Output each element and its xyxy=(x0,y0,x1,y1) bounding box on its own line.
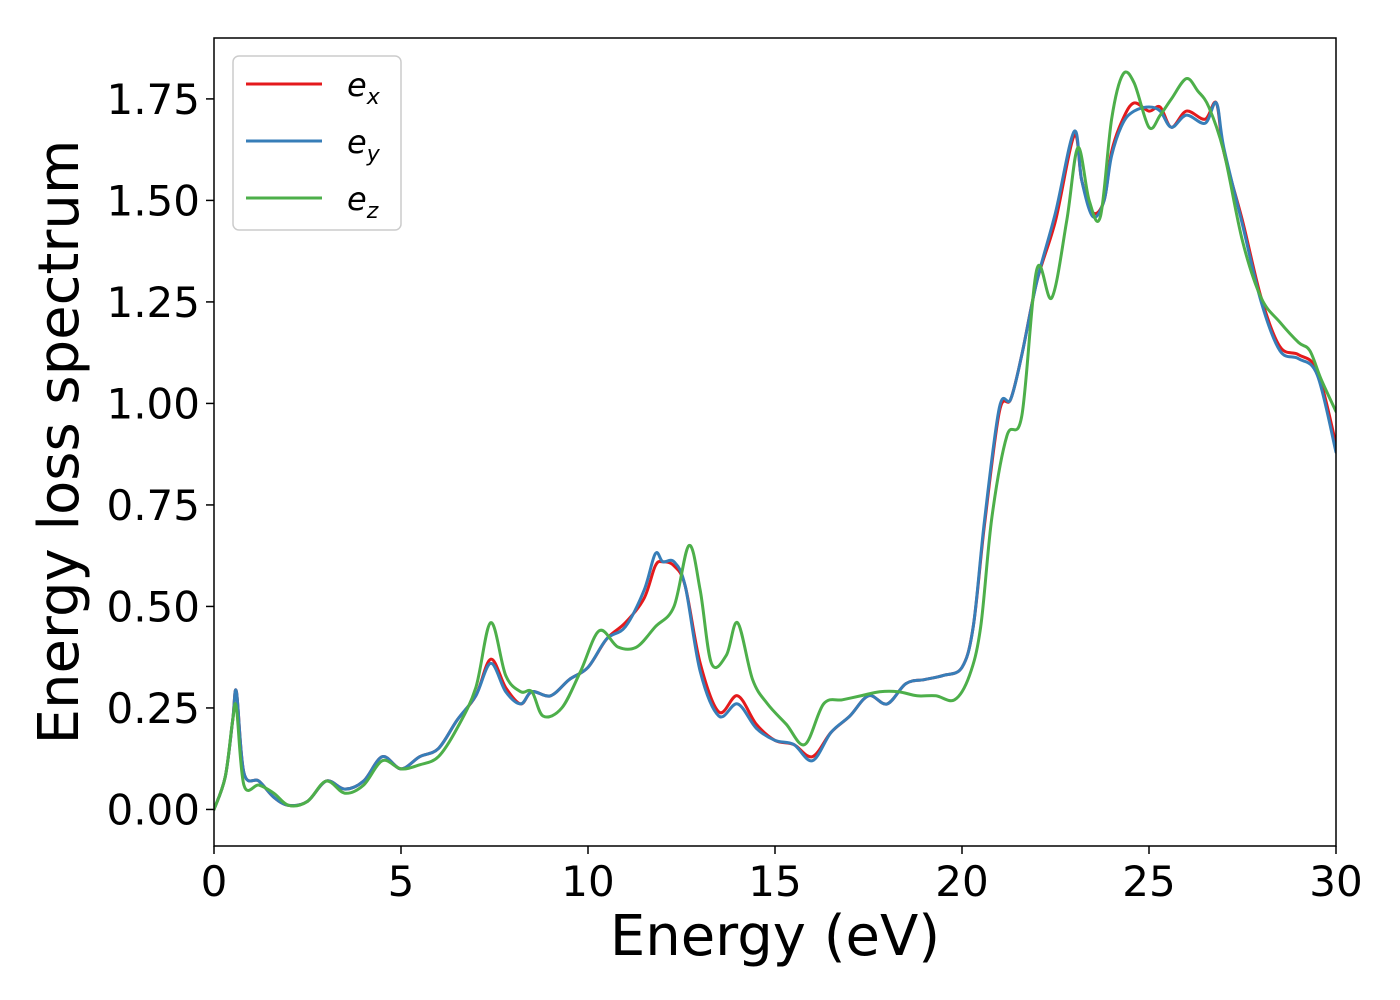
y-tick-label: 1.00 xyxy=(106,379,200,428)
x-tick-label: 30 xyxy=(1309,857,1362,906)
y-tick-label: 1.75 xyxy=(106,75,200,124)
legend-label-x: ex xyxy=(347,66,381,110)
y-axis-label: Energy loss spectrum xyxy=(27,140,92,745)
x-tick-label: 25 xyxy=(1122,857,1175,906)
legend-label-z: ez xyxy=(347,180,379,224)
x-axis-label: Energy (eV) xyxy=(610,904,940,969)
x-tick-label: 0 xyxy=(201,857,228,906)
y-tick-label: 0.75 xyxy=(106,481,200,530)
ticks-layer: 0 5 10 15 20 25 30 0.00 0.25 0.50 0.75 1.00 1.25 1.50… xyxy=(106,75,1362,906)
y-tick-label: 0.50 xyxy=(106,582,200,631)
series-line-z xyxy=(214,70,1336,811)
x-tick-label: 20 xyxy=(935,857,988,906)
y-tick-label: 1.50 xyxy=(106,176,200,225)
legend-label-y: ey xyxy=(347,123,381,167)
series-line-y xyxy=(214,101,1336,811)
y-tick-label: 0.00 xyxy=(106,785,200,834)
plot-frame xyxy=(213,37,1337,847)
y-tick-label: 0.25 xyxy=(106,684,200,733)
legend-box xyxy=(232,55,402,231)
y-tick-label: 1.25 xyxy=(106,278,200,327)
series-layer xyxy=(214,70,1336,811)
x-tick-label: 15 xyxy=(748,857,801,906)
legend: ex ey ez xyxy=(232,55,402,231)
x-tick-label: 10 xyxy=(561,857,614,906)
x-tick-label: 5 xyxy=(388,857,415,906)
